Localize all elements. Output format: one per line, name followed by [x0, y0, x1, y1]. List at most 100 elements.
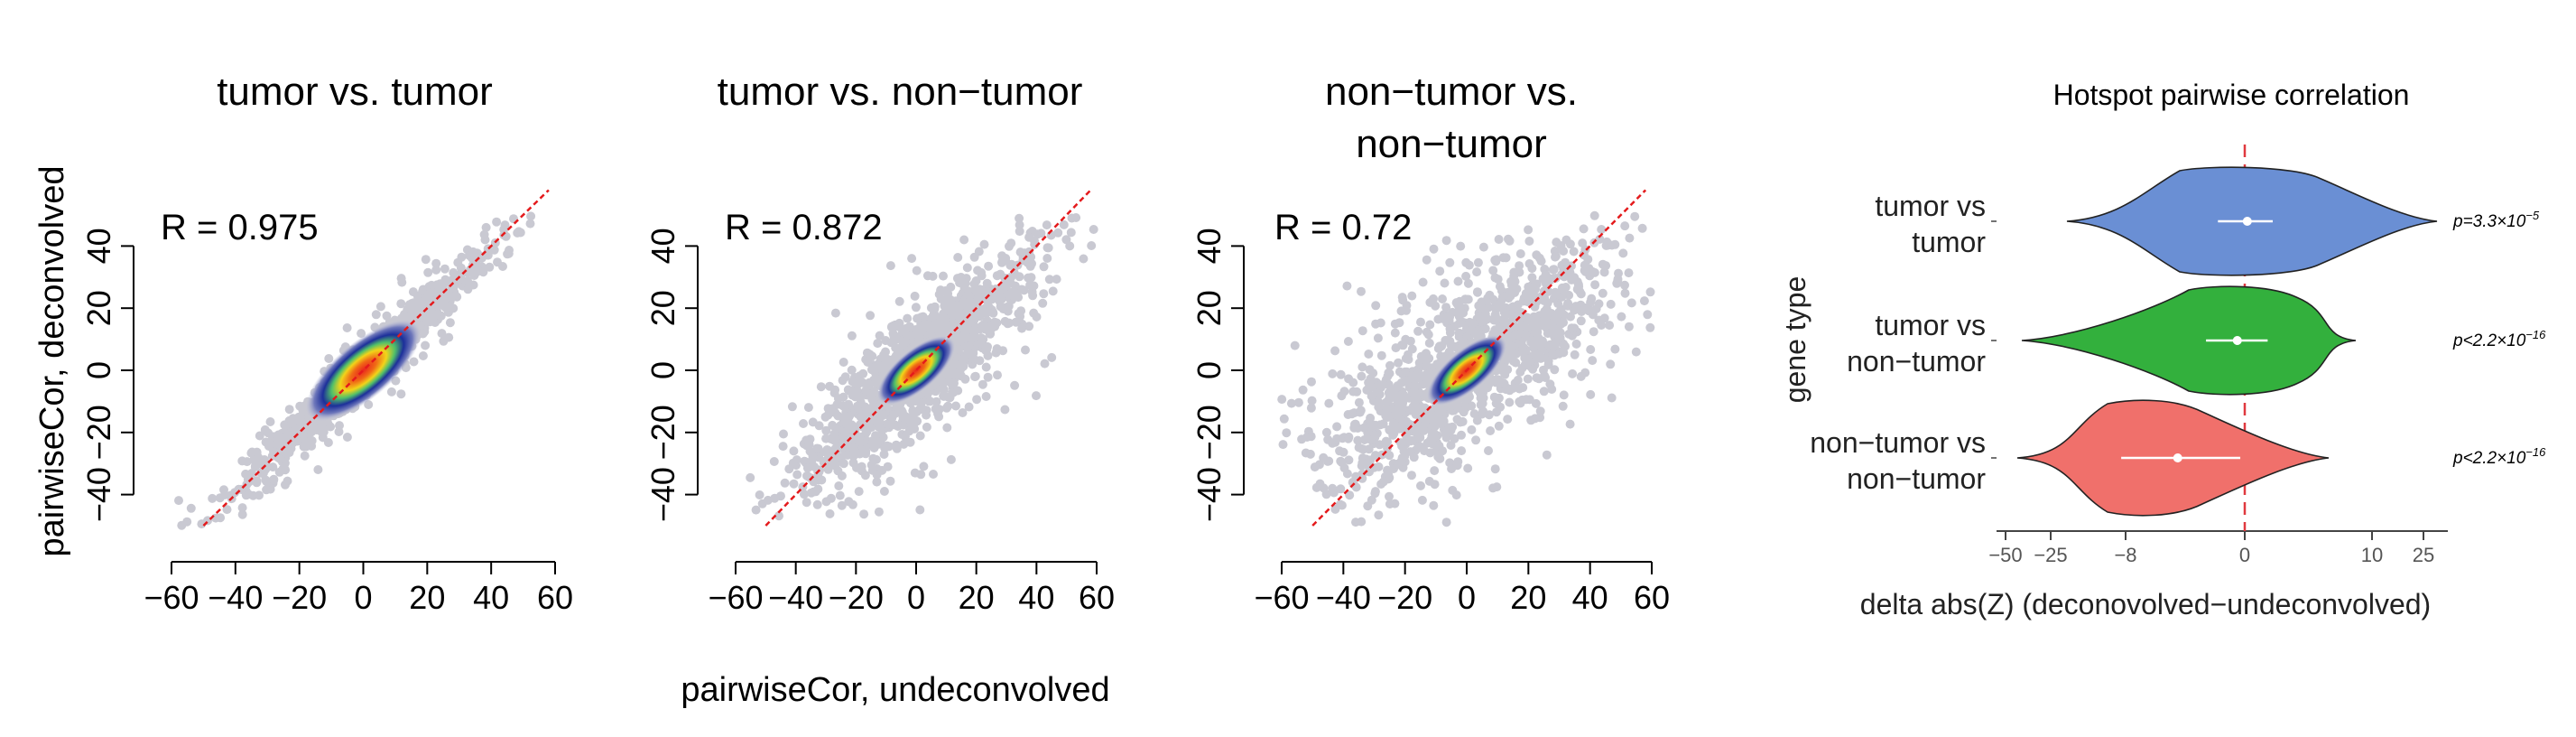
scatter-point — [1557, 292, 1567, 302]
scatter-point — [915, 431, 925, 441]
violin-groups: tumor vs tumor p=3.3×10−5 tumor vs non−tumor… — [1810, 166, 2546, 517]
y-tick-label: 40 — [1191, 228, 1228, 264]
scatter-point — [1422, 255, 1432, 265]
scatter-point — [1061, 235, 1071, 245]
scatter-point — [1017, 285, 1026, 294]
scatter-point — [1459, 407, 1469, 417]
x-tick-label: −60 — [1254, 579, 1309, 616]
scatter-point — [946, 454, 956, 464]
scatter-point — [1305, 449, 1315, 459]
x-tick-label: −40 — [1316, 579, 1371, 616]
scatter-point — [898, 340, 908, 350]
scatter-point — [946, 282, 956, 292]
scatter-point — [1521, 330, 1531, 340]
scatter-point — [959, 235, 969, 245]
scatter-point — [1497, 292, 1507, 302]
scatter-point — [840, 372, 850, 382]
scatter-point — [1378, 419, 1388, 429]
scatter-point — [1498, 253, 1508, 263]
scatter-point — [1555, 333, 1565, 343]
scatter-point — [1567, 323, 1577, 333]
scatter-point — [1515, 396, 1524, 406]
scatter-point — [440, 290, 449, 300]
scatter-point — [962, 263, 972, 273]
scatter-point — [1425, 320, 1435, 330]
scatter-point — [1364, 444, 1374, 454]
scatter-point — [1047, 352, 1057, 362]
scatter-point — [444, 332, 454, 342]
scatter-point — [839, 459, 848, 469]
scatter-point — [1484, 446, 1493, 455]
violin-median — [2173, 453, 2182, 462]
scatter-point — [968, 326, 978, 336]
scatter-point — [431, 265, 441, 275]
scatter-point — [1452, 415, 1462, 424]
scatter-point — [1620, 288, 1630, 298]
scatter-point — [1381, 398, 1391, 407]
scatter-point — [1494, 235, 1504, 244]
x-tick-label: −20 — [1377, 579, 1432, 616]
scatter-point — [1565, 419, 1575, 429]
scatter-point — [983, 341, 992, 351]
scatter-point — [1527, 273, 1537, 283]
scatter-point — [396, 389, 406, 399]
scatter-point — [1025, 280, 1035, 290]
scatter-point — [1568, 368, 1578, 378]
scatter-point — [1515, 384, 1524, 394]
scatter-point — [1277, 395, 1287, 405]
scatter-point — [789, 446, 799, 456]
scatter-point — [478, 267, 488, 277]
scatter-point — [301, 424, 311, 434]
scatter-point — [174, 496, 183, 506]
scatter-point — [1342, 281, 1352, 291]
scatter-point — [1412, 393, 1422, 403]
scatter-point — [1385, 491, 1394, 501]
scatter-point — [1370, 451, 1380, 461]
scatter-point — [878, 410, 888, 420]
scatter-point — [1605, 321, 1615, 331]
scatter-point — [1473, 257, 1483, 267]
scatter-point — [1535, 406, 1545, 416]
violin-x-tick-label: −25 — [2034, 544, 2067, 566]
scatter-point — [1620, 280, 1629, 290]
scatter-point — [1364, 458, 1374, 468]
x-tick-label: 40 — [473, 579, 509, 616]
scatter-point — [448, 292, 458, 302]
scatter-point — [950, 378, 959, 388]
scatter-point — [1374, 462, 1384, 471]
scatter-point — [284, 431, 294, 441]
scatter-point — [1541, 279, 1551, 288]
scatter-point — [1532, 250, 1542, 260]
scatter-point — [1580, 303, 1589, 313]
scatter-point — [1441, 236, 1451, 246]
scatter-point — [1282, 428, 1292, 438]
scatter-point — [1576, 371, 1586, 381]
scatter-point — [1587, 294, 1597, 303]
x-tick-label: −40 — [208, 579, 263, 616]
scatter-point — [1430, 480, 1440, 490]
scatter-point — [1005, 241, 1014, 251]
scatter-point — [1576, 316, 1586, 326]
scatter-point — [1087, 241, 1097, 250]
scatter-point — [1484, 379, 1494, 389]
scatter-point — [1052, 275, 1061, 285]
scatter-point — [428, 287, 438, 297]
scatter-point — [910, 468, 920, 478]
scatter-point — [479, 229, 489, 239]
scatter-point — [1548, 350, 1558, 359]
scatter-point — [1559, 390, 1569, 400]
violin-x-tick-label: 10 — [2361, 544, 2383, 566]
scatter-point — [1511, 358, 1521, 368]
scatter-point — [1015, 247, 1025, 257]
scatter-point — [1624, 268, 1634, 278]
scatter-point — [421, 341, 431, 350]
scatter-point — [977, 267, 987, 277]
y-tick-label: 20 — [644, 290, 681, 326]
scatter-point — [958, 408, 968, 417]
scatter-point — [1330, 346, 1340, 356]
scatter-point — [1306, 403, 1316, 413]
scatter-point — [904, 426, 914, 436]
panel-title-line-2: non−tumor — [1356, 122, 1547, 166]
scatter-point — [970, 372, 980, 382]
